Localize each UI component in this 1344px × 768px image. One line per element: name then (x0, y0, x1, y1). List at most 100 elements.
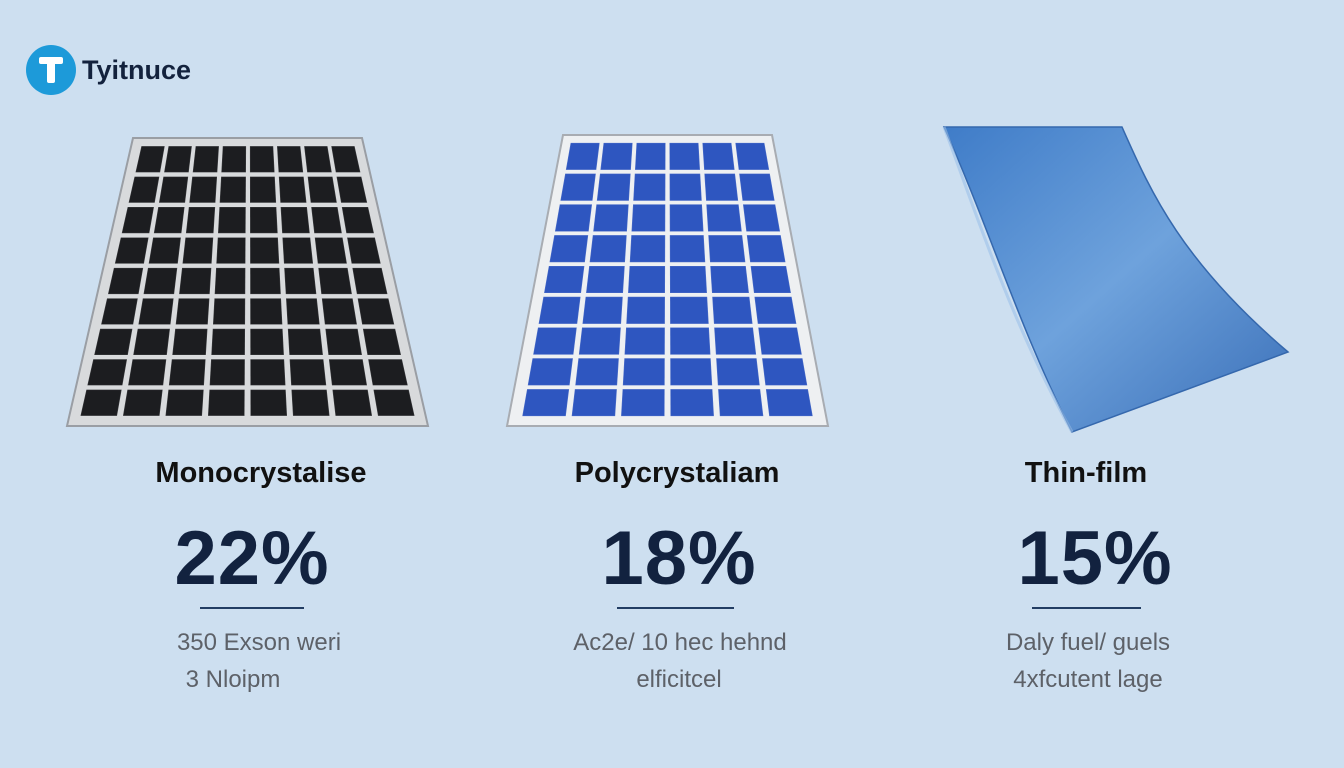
solar-cell (220, 145, 247, 173)
solar-cell (175, 297, 210, 326)
solar-cell (285, 297, 321, 326)
solar-cell (114, 236, 150, 265)
solar-cell (527, 357, 574, 386)
solar-cell (711, 296, 754, 325)
solar-cell (321, 297, 358, 326)
solar-cell (669, 265, 708, 294)
solar-cell (571, 388, 618, 417)
solar-cell (324, 328, 363, 356)
description-line: 4xfcutent lage (1013, 666, 1163, 693)
solar-cell (761, 357, 808, 386)
solar-cell (303, 145, 333, 173)
solar-cell (717, 388, 764, 417)
solar-cell (669, 296, 710, 325)
description-line: 350 Exson weri (176, 629, 342, 656)
solar-cell (181, 236, 214, 265)
solar-cell (565, 142, 601, 171)
solar-cell (168, 358, 207, 386)
solar-cell (276, 145, 304, 173)
solar-cell (328, 358, 368, 386)
solar-cell (249, 297, 283, 326)
solar-cell (317, 267, 353, 295)
solar-cell (581, 296, 624, 325)
solar-cell (753, 296, 797, 325)
solar-cell (310, 206, 343, 234)
solar-cell (214, 267, 246, 295)
solar-cell (599, 142, 634, 171)
solar-cell (742, 203, 781, 232)
solar-cell (351, 267, 389, 295)
solar-cell (290, 389, 331, 417)
solar-cell (734, 142, 770, 171)
solar-cell (217, 206, 247, 234)
efficiency-percent: 15% (1017, 516, 1173, 601)
solar-cell (669, 203, 705, 232)
solar-cell (249, 389, 288, 417)
solar-cell (314, 236, 348, 265)
solar-cell (669, 327, 711, 356)
solar-cell (210, 328, 246, 356)
solar-cell (620, 388, 666, 417)
solar-cell (121, 206, 155, 234)
solar-cell (188, 176, 218, 204)
solar-cell (249, 267, 282, 295)
solar-cell (207, 389, 246, 417)
efficiency-percent: 22% (174, 516, 330, 601)
solar-cell (548, 234, 589, 263)
solar-cell (280, 206, 311, 234)
solar-cell (521, 388, 570, 417)
solar-cell (137, 297, 175, 326)
solar-cell (281, 236, 314, 265)
solar-cell (554, 203, 593, 232)
solar-cell (585, 265, 626, 294)
description-line: 3 Nloipm (185, 666, 281, 693)
panel-title: Monocrystalise (155, 457, 367, 489)
logo-t-icon (26, 45, 76, 95)
solar-cell (122, 389, 164, 417)
solar-cell (346, 236, 382, 265)
solar-cell (372, 389, 416, 417)
solar-cell (153, 206, 186, 234)
divider (200, 607, 304, 609)
solar-cell (330, 145, 362, 173)
description-line: Ac2e/ 10 hec hehnd (573, 629, 787, 656)
solar-cell (289, 358, 327, 386)
solar-cell (627, 265, 666, 294)
solar-cell (134, 145, 166, 173)
solar-cell (86, 358, 128, 386)
solar-cell (532, 327, 578, 356)
solar-cell (331, 389, 373, 417)
solar-cell (93, 328, 134, 356)
solar-cell (669, 234, 706, 263)
solar-cell (142, 267, 178, 295)
solar-cell (249, 328, 285, 356)
solar-cell (287, 328, 324, 356)
solar-cell (715, 357, 761, 386)
solar-cell (158, 176, 189, 204)
solar-cell (543, 265, 585, 294)
divider (617, 607, 734, 609)
solar-cell (538, 296, 582, 325)
solar-cell (219, 176, 247, 204)
solar-cell (307, 176, 338, 204)
divider (1032, 607, 1141, 609)
brand-name: Tyitnuce (82, 54, 192, 85)
solar-cell (669, 357, 713, 386)
solar-cell (209, 358, 246, 386)
description-line: Daly fuel/ guels (1005, 629, 1171, 656)
solar-cell (624, 327, 666, 356)
solar-cell (765, 388, 814, 417)
solar-cell (705, 203, 743, 232)
solar-cell (283, 267, 317, 295)
solar-cell (592, 203, 630, 232)
solar-cell (367, 358, 409, 386)
efficiency-percent: 18% (601, 516, 757, 601)
brand-logo: Tyitnuce (26, 45, 191, 95)
solar-cell (171, 328, 209, 356)
solar-cell (362, 328, 402, 356)
solar-cell (148, 236, 182, 265)
solar-cell (249, 358, 286, 386)
solar-cell (625, 296, 666, 325)
solar-cell (132, 328, 171, 356)
solar-cell (163, 145, 193, 173)
